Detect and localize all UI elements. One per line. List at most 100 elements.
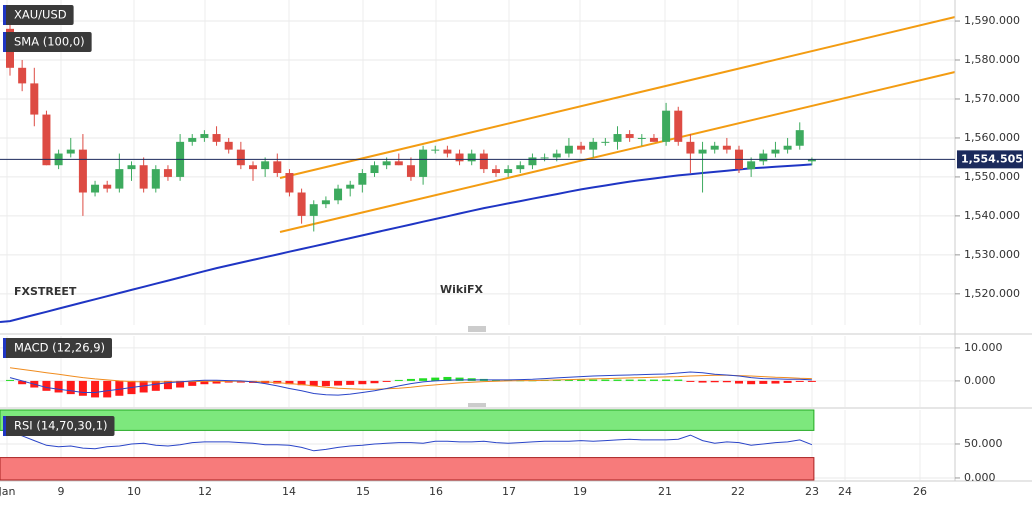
candle-body: [224, 141, 233, 150]
macd-histogram-bar: [188, 380, 197, 386]
x-tick-label: 12: [198, 485, 212, 498]
candle-body: [637, 137, 646, 139]
candle-body: [747, 161, 756, 170]
legend-label: MACD (12,26,9): [14, 341, 105, 355]
candle-body: [698, 149, 707, 154]
candle-body: [18, 67, 27, 84]
x-tick-label: 14: [282, 485, 296, 498]
y-tick-label: 1,520.000: [964, 287, 1020, 300]
legend-accent: [3, 32, 6, 52]
macd-histogram-bar: [722, 380, 731, 383]
panel-grip[interactable]: [468, 326, 486, 407]
macd-histogram-bar: [552, 379, 561, 381]
x-tick-label: 9: [58, 485, 65, 498]
candle-body: [103, 184, 112, 189]
candle-body: [467, 153, 476, 162]
candle-body: [309, 204, 318, 216]
y-tick-label: 1,580.000: [964, 53, 1020, 66]
candle-body: [163, 169, 172, 177]
legend-label: SMA (100,0): [14, 35, 85, 49]
candle-body: [443, 149, 452, 154]
legend-box: [3, 5, 74, 25]
legend-accent: [3, 338, 6, 358]
x-tick-label: 19: [573, 485, 587, 498]
y-tick-label: 1,560.000: [964, 131, 1020, 144]
channel-line: [279, 16, 956, 179]
candle-body: [722, 145, 731, 150]
candle-body: [249, 165, 257, 170]
candle-body: [382, 161, 391, 166]
candle-body: [613, 134, 622, 142]
macd-histogram-bar: [78, 380, 87, 396]
sma-line: [0, 163, 812, 323]
rsi-line: [9, 432, 813, 452]
y-tick-label: 0.000: [964, 374, 996, 387]
last-price-label: 1,554.505: [961, 152, 1023, 165]
macd-histogram-bar: [589, 379, 598, 381]
y-tick-label: 1,590.000: [964, 14, 1020, 27]
macd-histogram-bar: [163, 380, 172, 390]
candle-body: [625, 134, 634, 138]
candle-body: [807, 159, 816, 162]
macd-histogram-bar: [625, 379, 634, 381]
candle-body: [273, 161, 282, 174]
candle-body: [577, 145, 586, 150]
macd-histogram-bar: [419, 378, 428, 381]
channel-line: [279, 71, 956, 233]
candle-body: [297, 192, 306, 216]
macd-histogram-bar: [564, 379, 573, 381]
macd-histogram-bar: [662, 379, 671, 381]
macd-histogram-bar: [176, 380, 185, 388]
macd-histogram-bar: [710, 380, 719, 383]
watermark: FXSTREET: [14, 285, 77, 298]
macd-histogram-bar: [115, 380, 124, 396]
candle-body: [261, 161, 270, 170]
macd-histogram-bar: [601, 379, 610, 381]
candle-body: [771, 149, 780, 154]
x-tick-label: 15: [356, 485, 370, 498]
y-tick-label: 1,540.000: [964, 209, 1020, 222]
candle-body: [115, 169, 124, 189]
macd-histogram-bar: [637, 379, 646, 381]
macd-histogram-bar: [321, 380, 330, 387]
candle-body: [358, 173, 367, 185]
macd-line: [9, 371, 812, 396]
x-tick-label: Jan: [0, 485, 16, 498]
candle-body: [795, 130, 804, 146]
y-tick-label: 1,530.000: [964, 248, 1020, 261]
x-tick-label: 10: [127, 485, 141, 498]
macd-histogram-bar: [18, 380, 27, 385]
x-tick-label: 23: [805, 485, 819, 498]
candle-body: [370, 165, 379, 174]
macd-histogram-bar: [212, 380, 221, 384]
x-tick-label: 26: [913, 485, 927, 498]
macd-histogram-bar: [334, 380, 343, 386]
macd-histogram-bar: [807, 380, 816, 382]
candle-body: [406, 165, 415, 177]
macd-histogram-bar: [358, 380, 367, 385]
candle-body: [30, 83, 39, 115]
candle-body: [285, 173, 294, 193]
macd-histogram-bar: [382, 380, 391, 382]
macd-histogram-bar: [346, 380, 355, 385]
candle-body: [479, 153, 488, 170]
candle-body: [759, 153, 768, 162]
candle-body: [91, 184, 100, 193]
macd-histogram-bar: [285, 380, 294, 385]
oversold-zone: [0, 457, 815, 481]
legend-box: [3, 416, 115, 436]
candle-body: [42, 114, 51, 166]
candle-body: [200, 134, 209, 138]
candle-body: [662, 110, 671, 142]
macd-histogram-bar: [577, 379, 586, 381]
candle-body: [552, 153, 561, 158]
macd-histogram-bar: [771, 380, 780, 384]
macd-histogram-bar: [613, 379, 622, 381]
macd-histogram-bar: [735, 380, 743, 384]
legend-label: XAU/USD: [14, 8, 67, 22]
signal-line: [9, 367, 812, 390]
candle-body: [686, 141, 695, 154]
candle-body: [188, 137, 197, 142]
macd-histogram-bar: [455, 377, 464, 381]
last-price-box: [957, 150, 1023, 169]
